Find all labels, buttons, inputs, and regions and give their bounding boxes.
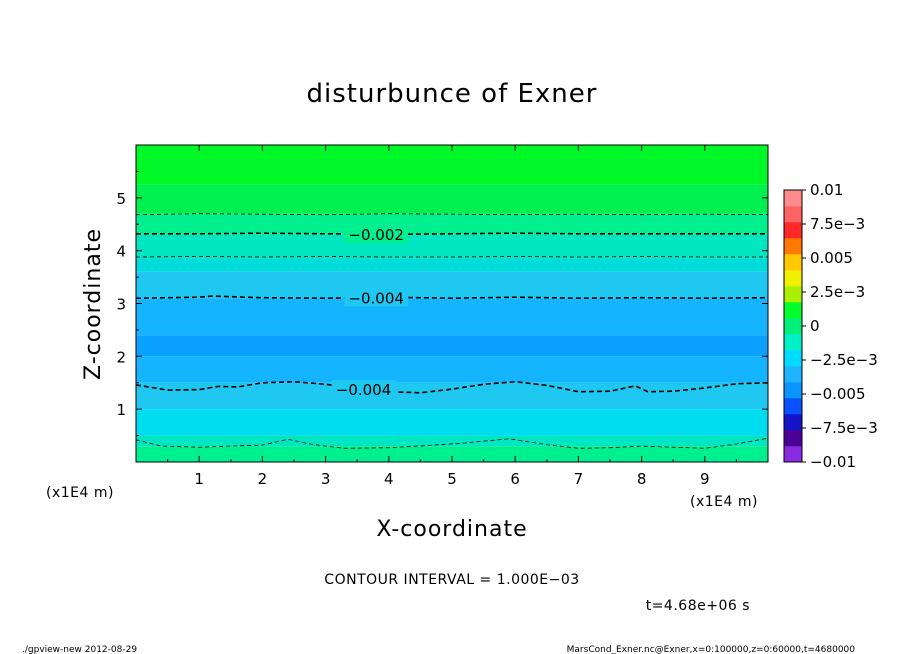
colorbar-swatch — [784, 382, 802, 399]
colorbar-label: −0.01 — [810, 453, 856, 471]
colorbar-label: −2.5e−3 — [810, 351, 878, 369]
footer-file-info: MarsCond_Exner.nc@Exner,x=0:100000,z=0:6… — [567, 645, 856, 654]
field-band — [136, 234, 768, 259]
colorbar-swatch — [784, 270, 802, 287]
chart-title: disturbunce of Exner — [307, 79, 598, 109]
contour-label: −0.004 — [336, 381, 392, 399]
contour-lines — [136, 213, 768, 449]
colorbar-swatch — [784, 446, 802, 463]
colorbar-label: −0.005 — [810, 385, 866, 403]
colorbar: 0.01 7.5e−3 0.005 2.5e−3 0 −2.5e−3 −0.005 −7.5e… — [783, 181, 878, 471]
x-tick-label: 3 — [321, 470, 331, 488]
contour-label-bg — [344, 288, 409, 307]
colorbar-swatch — [784, 254, 802, 271]
y-axis-ticks: 1 2 3 4 5 — [116, 170, 768, 437]
y-axis-label: Z-coordinate — [81, 228, 106, 380]
contour-labels: −0.002 −0.004 −0.004 — [331, 225, 409, 399]
colorbar-swatch — [784, 238, 802, 255]
colorbar-swatch — [784, 286, 802, 303]
x-tick-label: 4 — [384, 470, 394, 488]
colorbar-label: −7.5e−3 — [810, 419, 878, 437]
contour-interval-note: CONTOUR INTERVAL = 1.000E−03 — [324, 572, 579, 588]
colorbar-label: 7.5e−3 — [810, 215, 865, 233]
contour-line — [136, 232, 768, 236]
colorbar-swatch — [784, 318, 802, 335]
contour-line — [136, 256, 768, 258]
colorbar-label: 0.01 — [810, 181, 843, 199]
x-tick-label: 6 — [510, 470, 520, 488]
contour-label: −0.002 — [348, 226, 404, 244]
x-tick-label: 2 — [258, 470, 268, 488]
colorbar-label: 2.5e−3 — [810, 283, 865, 301]
x-tick-label: 5 — [447, 470, 457, 488]
y-tick-label: 5 — [116, 190, 126, 208]
x-tick-label: 1 — [194, 470, 204, 488]
contour-line — [136, 213, 768, 216]
x-axis-label: X-coordinate — [376, 517, 527, 542]
y-tick-label: 2 — [116, 348, 126, 366]
field-band — [136, 335, 768, 357]
colorbar-swatch — [784, 206, 802, 223]
colorbar-swatch — [784, 414, 802, 431]
x-tick-label: 7 — [574, 470, 584, 488]
field-band — [136, 435, 768, 447]
field-band — [136, 446, 768, 462]
footer-program-date: ./gpview-new 2012-08-29 — [22, 645, 137, 654]
contour-line — [136, 437, 768, 449]
x-axis-unit-right: (x1E4 m) — [690, 494, 758, 510]
colorbar-label: 0.005 — [810, 249, 853, 267]
colorbar-swatch — [784, 366, 802, 383]
field-band — [136, 271, 768, 299]
field-band — [136, 213, 768, 235]
field-band — [136, 145, 768, 185]
field-band — [136, 382, 768, 410]
y-tick-label: 1 — [116, 401, 126, 419]
colorbar-swatch — [784, 222, 802, 239]
contour-label: −0.004 — [348, 289, 404, 307]
contour-label-bg — [331, 379, 396, 398]
field-band — [136, 409, 768, 436]
field-band — [136, 258, 768, 272]
colorbar-swatch — [784, 190, 802, 207]
contour-line — [136, 295, 768, 300]
colorbar-swatch — [784, 398, 802, 415]
colorbar-label: 0 — [810, 317, 820, 335]
x-axis-ticks: 1 2 3 4 5 6 7 8 9 — [167, 145, 737, 488]
field-band — [136, 184, 768, 214]
colorbar-swatch — [784, 302, 802, 319]
colorbar-swatch — [784, 350, 802, 367]
field-band — [136, 298, 768, 336]
colorbar-swatch — [784, 430, 802, 447]
shaded-field — [136, 145, 768, 462]
colorbar-swatch — [784, 334, 802, 351]
y-tick-label: 4 — [116, 243, 126, 261]
x-tick-label: 9 — [700, 470, 710, 488]
contour-label-bg — [344, 225, 409, 244]
time-stamp: t=4.68e+06 s — [646, 598, 750, 614]
field-band — [136, 356, 768, 383]
x-tick-label: 8 — [637, 470, 647, 488]
x-axis-unit-left: (x1E4 m) — [46, 485, 114, 501]
y-tick-label: 3 — [116, 296, 126, 314]
